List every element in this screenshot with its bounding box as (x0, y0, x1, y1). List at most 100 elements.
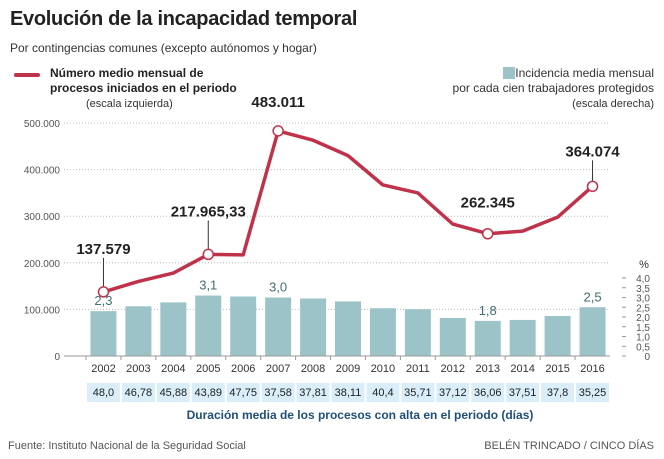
legend-line-label-2: procesos iniciados en el periodo (50, 81, 237, 95)
bar-2010 (369, 308, 396, 356)
duration-title: Duración media de los procesos con alta … (186, 408, 534, 422)
left-tick-label: 0 (54, 352, 60, 363)
legend-line-scale: (escala izquierda) (86, 98, 173, 110)
bar-label-2007: 3,0 (269, 280, 287, 295)
duration-cell-2008 (296, 383, 330, 402)
line-label-2002: 137.579 (76, 241, 130, 258)
x-tick-label-2014: 2014 (510, 363, 534, 375)
line-point-2007 (272, 125, 284, 137)
line-label-2005: 217.965,33 (171, 203, 246, 220)
x-tick-label-2003: 2003 (126, 363, 150, 375)
duration-cell-2012 (436, 383, 470, 402)
source-note: Fuente: Instituto Nacional de la Segurid… (8, 440, 246, 452)
duration-value-2010: 40,4 (372, 387, 393, 399)
left-tick-label: 200.000 (24, 259, 61, 270)
duration-value-2016: 35,25 (579, 387, 607, 399)
bar-2004 (160, 302, 187, 356)
line-point-2013 (481, 227, 494, 240)
duration-cell-2003 (121, 383, 155, 402)
x-tick-label-2016: 2016 (580, 363, 604, 375)
right-tick-label: 3,0 (636, 294, 650, 305)
x-tick-label-2009: 2009 (336, 363, 360, 375)
legend-line-label-1: Número medio mensual de (50, 66, 204, 80)
bar-2005 (195, 295, 222, 356)
left-tick-label: 100.000 (24, 305, 61, 316)
duration-cell-2015 (541, 383, 575, 402)
bar-2007 (265, 297, 292, 356)
x-tick-label-2012: 2012 (441, 363, 465, 375)
bar-2003 (125, 306, 152, 356)
x-tick-label-2010: 2010 (371, 363, 395, 375)
right-tick-label: 4,0 (636, 274, 650, 285)
duration-value-2003: 46,78 (125, 387, 153, 399)
legend-bar-swatch (503, 67, 515, 79)
left-tick-label: 500.000 (24, 119, 61, 130)
bar-2002 (90, 311, 117, 356)
chart-title: Evolución de la incapacidad temporal (10, 8, 358, 30)
duration-cell-2014 (506, 383, 540, 402)
duration-value-2015: 37,8 (547, 387, 568, 399)
bar-2014 (509, 319, 536, 356)
duration-value-2005: 43,89 (195, 387, 223, 399)
duration-cell-2016 (576, 383, 609, 402)
legend-bar-label-1: Incidencia media mensual (515, 66, 654, 80)
line-series (102, 129, 594, 294)
duration-value-2006: 47,75 (229, 387, 257, 399)
right-tick-label: 3,5 (636, 284, 650, 295)
right-tick-label: 2,0 (636, 313, 650, 324)
x-tick-label-2008: 2008 (301, 363, 325, 375)
x-tick-label-2004: 2004 (161, 363, 185, 375)
line-point-2002 (97, 286, 110, 298)
duration-value-2007: 37,58 (264, 387, 292, 399)
duration-cell-2004 (156, 383, 190, 402)
x-tick-label-2015: 2015 (545, 363, 569, 375)
bar-2009 (335, 301, 361, 356)
duration-value-2014: 37,51 (509, 387, 537, 399)
right-tick-label: 2,5 (636, 303, 650, 314)
duration-value-2008: 37,81 (299, 387, 327, 399)
bar-2013 (474, 320, 501, 356)
line-label-2016: 364.074 (565, 143, 620, 160)
legend-line-label: Número medio mensual de procesos iniciad… (50, 66, 237, 96)
legend-bar-label: Incidencia media mensual por cada cien t… (434, 66, 654, 96)
duration-cell-2013 (471, 383, 505, 402)
duration-value-2012: 37,12 (439, 387, 467, 399)
bar-label-2005: 3,1 (199, 278, 217, 293)
line-point-2005 (202, 248, 215, 261)
legend-bar-label-2: por cada cien trabajadores protegidos (452, 81, 654, 95)
bar-label-2013: 1,8 (479, 303, 497, 318)
right-axis-unit: % (639, 259, 649, 271)
right-tick-label: 1,0 (636, 333, 650, 344)
line-label-2007: 483.011 (251, 94, 304, 111)
duration-cell-2005 (191, 383, 225, 402)
right-tick-label: 0 (644, 352, 650, 363)
duration-value-2002: 48,0 (93, 387, 114, 399)
duration-cell-2006 (226, 383, 260, 402)
bar-2016 (579, 307, 606, 356)
x-tick-label-2013: 2013 (475, 363, 499, 375)
bar-2015 (544, 316, 571, 356)
bar-label-2016: 2,5 (583, 289, 601, 304)
right-tick-label: 1,5 (636, 323, 650, 334)
duration-value-2004: 45,88 (160, 387, 188, 399)
duration-value-2013: 36,06 (474, 387, 502, 399)
duration-cell-2007 (261, 383, 295, 402)
duration-cell-2011 (401, 383, 435, 402)
bar-2011 (404, 309, 431, 356)
duration-cell-2009 (331, 383, 365, 402)
right-tick-label: 0,5 (636, 342, 650, 353)
credit-note: BELÉN TRINCADO / CINCO DÍAS (484, 440, 654, 452)
line-point-2016 (586, 180, 599, 193)
chart-subtitle: Por contingencias comunes (excepto autón… (10, 41, 317, 55)
left-tick-label: 300.000 (24, 212, 61, 223)
x-tick-label-2011: 2011 (406, 363, 430, 375)
legend-bar-scale: (escala derecha) (572, 98, 654, 110)
bar-2006 (230, 296, 257, 356)
bar-2008 (300, 298, 327, 356)
left-tick-label: 400.000 (24, 166, 61, 177)
duration-value-2011: 35,71 (404, 387, 432, 399)
x-tick-label-2002: 2002 (91, 363, 115, 375)
bar-2012 (439, 317, 466, 356)
duration-cell-2010 (366, 383, 400, 402)
